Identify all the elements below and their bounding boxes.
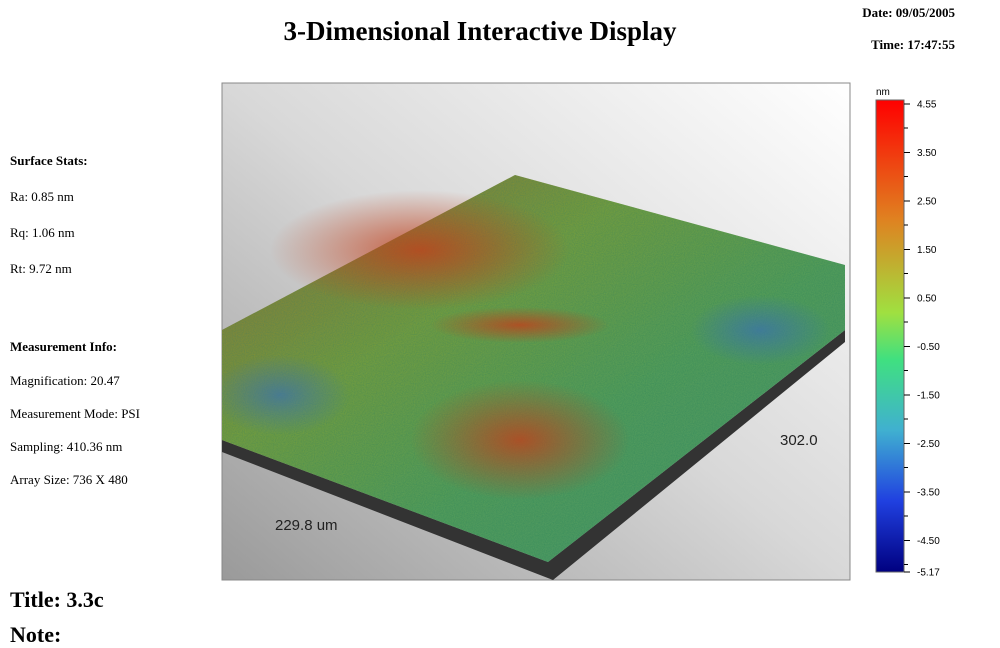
stat-item: Rt: 9.72 nm <box>10 261 72 276</box>
info-item: Measurement Mode: PSI <box>10 406 140 421</box>
info-panel: Surface Stats: Measurement Info: Ra: 0.8… <box>10 153 140 487</box>
color-bar-label: 0.50 <box>917 294 937 305</box>
stat-item: Ra: 0.85 nm <box>10 189 74 204</box>
section-heading: Measurement Info: <box>10 339 117 354</box>
surface-peak <box>430 307 610 343</box>
color-scale <box>876 100 904 572</box>
surface-valley <box>210 355 350 435</box>
surface-peak <box>410 380 630 500</box>
color-bar-label: -5.17 <box>917 568 940 579</box>
color-bar-label: -0.50 <box>917 342 940 353</box>
color-bar-label: -4.50 <box>917 536 940 547</box>
color-bar-label: 2.50 <box>917 197 937 208</box>
color-bar-label: 4.55 <box>917 100 937 111</box>
color-bar: nm 4.55 3.50 2.50 1.50 0.50 -0.50 -1.50 -2.50 -3… <box>876 87 940 579</box>
footer-title: Title: 3.3c <box>10 587 104 612</box>
x-axis-label: 229.8 um <box>275 517 338 534</box>
stat-item: Rq: 1.06 nm <box>10 225 75 240</box>
color-bar-label: -1.50 <box>917 391 940 402</box>
page: 3-Dimensional Interactive Display Date: … <box>0 0 1000 648</box>
info-item: Array Size: 736 X 480 <box>10 472 128 487</box>
page-title: 3-Dimensional Interactive Display <box>284 16 677 46</box>
info-item: Sampling: 410.36 nm <box>10 439 122 454</box>
surface-valley <box>690 295 830 365</box>
surface-peak <box>270 190 570 310</box>
surface-view: 229.8 um 302.0 <box>210 83 850 580</box>
info-item: Magnification: 20.47 <box>10 373 120 388</box>
color-bar-label: -2.50 <box>917 439 940 450</box>
footer-note: Note: <box>10 622 61 647</box>
color-bar-label: -3.50 <box>917 488 940 499</box>
section-heading: Surface Stats: <box>10 153 88 168</box>
y-axis-label: 302.0 <box>780 432 818 449</box>
color-bar-unit: nm <box>876 87 890 98</box>
time: Time: 17:47:55 <box>871 37 955 52</box>
report: 3-Dimensional Interactive Display Date: … <box>0 0 1000 648</box>
date: Date: 09/05/2005 <box>862 5 955 20</box>
color-bar-label: 1.50 <box>917 245 937 256</box>
color-bar-label: 3.50 <box>917 148 937 159</box>
